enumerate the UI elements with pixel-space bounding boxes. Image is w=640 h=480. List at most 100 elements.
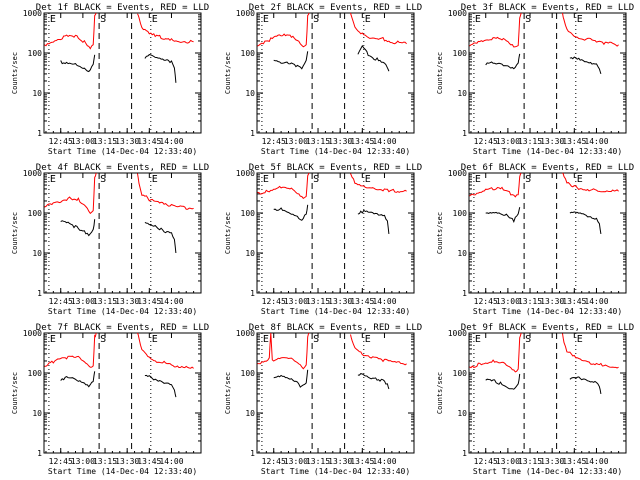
lld-series-line bbox=[137, 332, 194, 369]
y-axis-label: Counts/sec bbox=[224, 372, 232, 414]
y-tick-label: 1 bbox=[462, 129, 467, 138]
x-tick-label: 13:00 bbox=[71, 137, 95, 146]
x-tick-label: 13:45 bbox=[137, 137, 161, 146]
y-tick-label: 1000 bbox=[236, 169, 255, 178]
panel-title: Det 9f BLACK = Events, RED = LLD bbox=[461, 323, 634, 333]
events-series-line bbox=[569, 211, 602, 234]
y-tick-label: 1 bbox=[37, 449, 42, 458]
y-tick-label: 1000 bbox=[448, 329, 467, 338]
y-tick-label: 1 bbox=[37, 129, 42, 138]
y-tick-label: 100 bbox=[241, 49, 256, 58]
marker-label-e: E bbox=[577, 14, 583, 25]
panel-title: Det 4f BLACK = Events, RED = LLD bbox=[36, 163, 209, 173]
x-tick-label: 13:45 bbox=[562, 297, 586, 306]
y-tick-label: 1 bbox=[462, 449, 467, 458]
y-axis-label: Counts/sec bbox=[11, 372, 19, 414]
y-axis-label: Counts/sec bbox=[11, 212, 19, 254]
y-tick-label: 10 bbox=[32, 89, 42, 98]
marker-label-e: E bbox=[475, 174, 481, 185]
y-tick-label: 10 bbox=[457, 409, 467, 418]
events-series-line bbox=[60, 371, 96, 388]
x-axis-label: Start Time (14-Dec-04 12:33:40) bbox=[473, 147, 622, 156]
y-tick-label: 10 bbox=[457, 89, 467, 98]
marker-label-s: S bbox=[100, 334, 106, 345]
events-series-line bbox=[273, 51, 309, 70]
y-tick-label: 1000 bbox=[236, 329, 255, 338]
x-tick-label: 13:15 bbox=[306, 297, 330, 306]
events-series-line bbox=[273, 204, 309, 221]
y-tick-label: 100 bbox=[28, 209, 43, 218]
lld-series-line bbox=[257, 12, 310, 48]
x-tick-label: 14:00 bbox=[584, 297, 608, 306]
plot-frame bbox=[256, 12, 415, 134]
y-tick-label: 10 bbox=[245, 249, 255, 258]
x-tick-label: 13:45 bbox=[350, 137, 374, 146]
x-tick-label: 12:45 bbox=[262, 137, 286, 146]
x-tick-label: 13:00 bbox=[496, 457, 520, 466]
x-tick-label: 14:00 bbox=[159, 137, 183, 146]
lld-series-line bbox=[469, 332, 522, 373]
x-tick-label: 13:45 bbox=[350, 457, 374, 466]
y-tick-label: 100 bbox=[28, 49, 43, 58]
x-tick-label: 14:00 bbox=[372, 457, 396, 466]
x-tick-label: 12:45 bbox=[262, 457, 286, 466]
detector-panel-2: Det 2f BLACK = Events, RED = LLD 1 10 100 10… bbox=[224, 3, 422, 156]
x-tick-label: 13:15 bbox=[518, 137, 542, 146]
x-tick-label: 12:45 bbox=[49, 137, 73, 146]
plot-frame bbox=[468, 332, 627, 454]
x-tick-label: 13:00 bbox=[284, 457, 308, 466]
y-axis-label: Counts/sec bbox=[11, 52, 19, 94]
plot-frame bbox=[468, 12, 627, 134]
y-tick-label: 10 bbox=[457, 249, 467, 258]
x-tick-label: 13:45 bbox=[350, 297, 374, 306]
marker-label-e: E bbox=[577, 174, 583, 185]
events-series-line bbox=[357, 44, 390, 72]
x-tick-label: 12:45 bbox=[49, 297, 73, 306]
marker-label-s: S bbox=[100, 174, 106, 185]
marker-label-s: S bbox=[100, 14, 106, 25]
y-axis-label: Counts/sec bbox=[436, 52, 444, 94]
events-series-line bbox=[569, 56, 602, 75]
y-axis-label: Counts/sec bbox=[224, 212, 232, 254]
y-tick-label: 10 bbox=[245, 409, 255, 418]
y-tick-label: 10 bbox=[32, 409, 42, 418]
plot-frame bbox=[43, 12, 202, 134]
x-tick-label: 13:30 bbox=[540, 457, 564, 466]
y-tick-label: 1000 bbox=[448, 169, 467, 178]
x-axis-label: Start Time (14-Dec-04 12:33:40) bbox=[48, 147, 197, 156]
plot-frame bbox=[256, 172, 415, 294]
events-series-line bbox=[60, 219, 96, 237]
marker-label-e: E bbox=[263, 334, 269, 345]
x-tick-label: 13:30 bbox=[115, 137, 139, 146]
marker-label-s: S bbox=[525, 14, 531, 25]
x-tick-label: 13:00 bbox=[71, 457, 95, 466]
marker-label-e: E bbox=[577, 334, 583, 345]
marker-label-e: E bbox=[475, 334, 481, 345]
marker-label-s: S bbox=[525, 174, 531, 185]
x-tick-label: 14:00 bbox=[372, 137, 396, 146]
y-tick-label: 1 bbox=[462, 289, 467, 298]
plot-frame bbox=[43, 172, 202, 294]
lld-series-line bbox=[469, 12, 522, 48]
plot-frame bbox=[43, 332, 202, 454]
x-axis-label: Start Time (14-Dec-04 12:33:40) bbox=[261, 147, 410, 156]
x-tick-label: 13:15 bbox=[518, 297, 542, 306]
detector-panel-1: Det 1f BLACK = Events, RED = LLD 1 10 100 10… bbox=[11, 3, 209, 156]
detector-panel-6: Det 6f BLACK = Events, RED = LLD 1 10 100 10… bbox=[436, 163, 634, 316]
y-axis-label: Counts/sec bbox=[224, 52, 232, 94]
y-tick-label: 100 bbox=[453, 369, 468, 378]
events-series-line bbox=[144, 54, 177, 83]
x-tick-label: 13:30 bbox=[328, 137, 352, 146]
events-series-line bbox=[144, 374, 177, 398]
detector-panel-4: Det 4f BLACK = Events, RED = LLD 1 10 100 10… bbox=[11, 163, 209, 316]
marker-label-e: E bbox=[365, 174, 371, 185]
marker-label-e: E bbox=[365, 334, 371, 345]
y-tick-label: 1 bbox=[250, 129, 255, 138]
lld-series-line bbox=[350, 334, 407, 366]
x-tick-label: 13:15 bbox=[306, 137, 330, 146]
detector-panel-7: Det 7f BLACK = Events, RED = LLD 1 10 100 10… bbox=[11, 323, 209, 476]
y-tick-label: 100 bbox=[241, 369, 256, 378]
lld-series-line bbox=[350, 12, 407, 45]
y-axis-label: Counts/sec bbox=[436, 212, 444, 254]
